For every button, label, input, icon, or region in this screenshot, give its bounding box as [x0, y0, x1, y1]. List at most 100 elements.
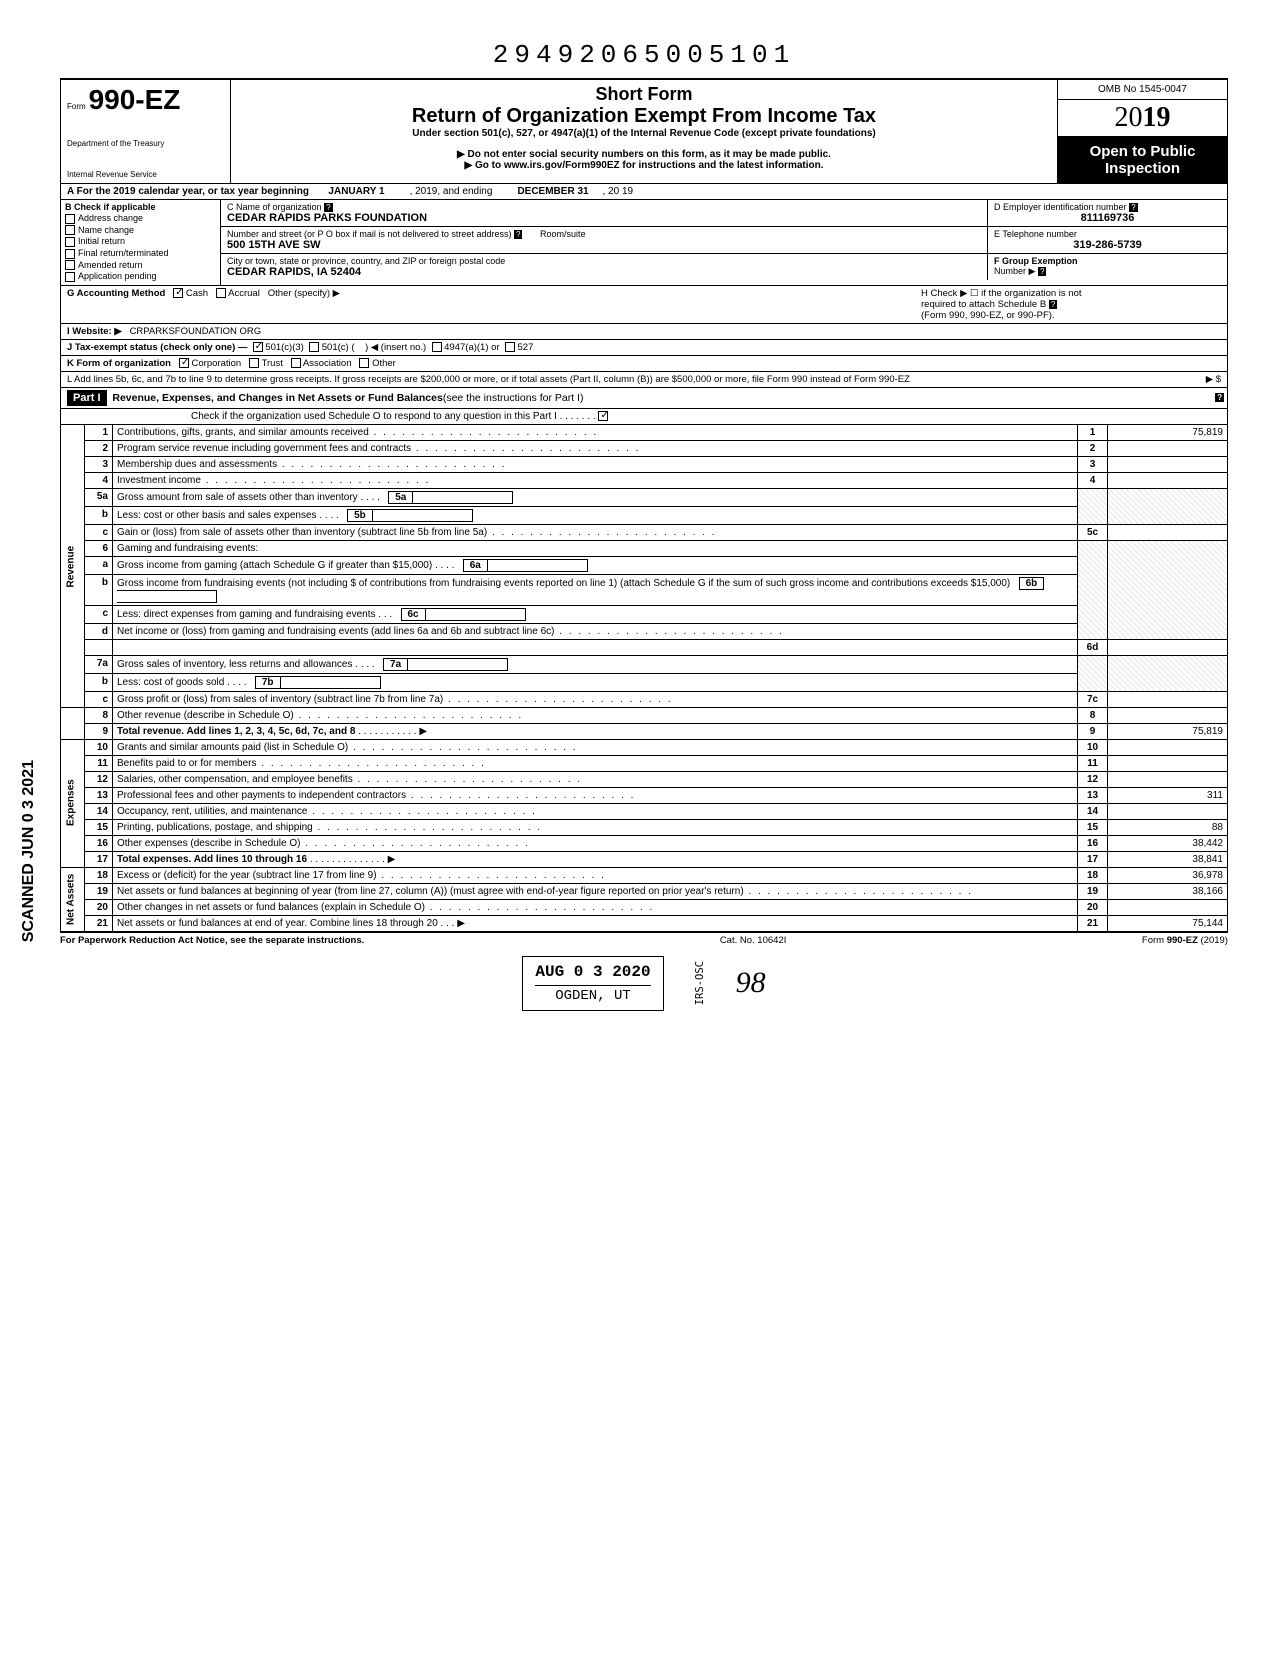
- help-icon: ?: [1215, 393, 1224, 402]
- year-prefix: 20: [1115, 102, 1143, 133]
- table-row: 5aGross amount from sale of assets other…: [61, 488, 1228, 506]
- chk-other-org[interactable]: [359, 358, 369, 368]
- line-h-label3: (Form 990, 990-EZ, or 990-PF).: [921, 310, 1055, 321]
- section-d-label: D Employer identification number: [994, 202, 1127, 212]
- do-not-enter: ▶ Do not enter social security numbers o…: [239, 149, 1049, 160]
- goto-url: ▶ Go to www.irs.gov/Form990EZ for instru…: [239, 160, 1049, 171]
- dept-treasury: Department of the Treasury: [67, 139, 224, 148]
- line-a-begin: JANUARY 1: [328, 186, 384, 197]
- table-row: bLess: cost or other basis and sales exp…: [61, 506, 1228, 524]
- tax-year: 2019: [1058, 100, 1227, 137]
- form-number: 990-EZ: [89, 84, 181, 115]
- part-i-header: Part I Revenue, Expenses, and Changes in…: [60, 388, 1228, 409]
- return-title: Return of Organization Exempt From Incom…: [239, 105, 1049, 128]
- table-row: 12Salaries, other compensation, and empl…: [61, 771, 1228, 787]
- table-row: bLess: cost of goods sold . . . . 7b: [61, 673, 1228, 691]
- footer-left: For Paperwork Reduction Act Notice, see …: [60, 935, 364, 946]
- chk-accrual[interactable]: [216, 288, 226, 298]
- table-row: cLess: direct expenses from gaming and f…: [61, 605, 1228, 623]
- side-net-assets: Net Assets: [61, 867, 85, 931]
- table-row: cGross profit or (loss) from sales of in…: [61, 691, 1228, 707]
- table-row: aGross income from gaming (attach Schedu…: [61, 556, 1228, 574]
- open-to-public: Open to PublicInspection: [1058, 137, 1227, 183]
- help-icon: ?: [1129, 203, 1137, 212]
- section-b-label: B Check if applicable: [65, 202, 156, 212]
- table-row: 6d: [61, 639, 1228, 655]
- chk-corp[interactable]: [179, 358, 189, 368]
- chk-amended-return[interactable]: Amended return: [65, 260, 216, 271]
- page-footer: For Paperwork Reduction Act Notice, see …: [60, 932, 1228, 946]
- line-a-yr: , 20 19: [602, 186, 633, 197]
- help-icon: ?: [324, 203, 332, 212]
- line-l-arrow: ▶ $: [1206, 374, 1221, 385]
- chk-address-change[interactable]: Address change: [65, 213, 216, 224]
- line-j-label: J Tax-exempt status (check only one) —: [67, 342, 247, 353]
- chk-schedule-o[interactable]: [598, 411, 608, 421]
- table-row: Net Assets 18Excess or (deficit) for the…: [61, 867, 1228, 883]
- line-h-label: H Check ▶ ☐ if the organization is not: [921, 288, 1082, 299]
- part-i-tag: Part I: [67, 390, 107, 406]
- website-value: CRPARKSFOUNDATION ORG: [130, 326, 262, 337]
- line-i: I Website: ▶ CRPARKSFOUNDATION ORG: [60, 324, 1228, 340]
- help-icon: ?: [1038, 267, 1046, 276]
- help-icon: ?: [1049, 300, 1057, 309]
- table-row: cGain or (loss) from sale of assets othe…: [61, 524, 1228, 540]
- table-row: 16Other expenses (describe in Schedule O…: [61, 835, 1228, 851]
- table-row: 11Benefits paid to or for members11: [61, 755, 1228, 771]
- table-row: 20Other changes in net assets or fund ba…: [61, 899, 1228, 915]
- chk-trust[interactable]: [249, 358, 259, 368]
- line-k-label: K Form of organization: [67, 358, 171, 369]
- table-row: 8Other revenue (describe in Schedule O)8: [61, 707, 1228, 723]
- section-e-label: E Telephone number: [994, 229, 1077, 239]
- chk-final-return[interactable]: Final return/terminated: [65, 248, 216, 259]
- short-form-label: Short Form: [239, 84, 1049, 105]
- side-revenue: Revenue: [61, 425, 85, 708]
- stamp-date: AUG 0 3 2020: [535, 963, 650, 981]
- org-name: CEDAR RAPIDS PARKS FOUNDATION: [227, 212, 427, 224]
- table-row: dNet income or (loss) from gaming and fu…: [61, 623, 1228, 639]
- chk-cash[interactable]: [173, 288, 183, 298]
- other-specify: Other (specify) ▶: [268, 288, 340, 299]
- table-row: 9Total revenue. Add lines 1, 2, 3, 4, 5c…: [61, 723, 1228, 739]
- scanned-stamp: SCANNED JUN 0 3 2021: [20, 760, 38, 942]
- help-icon: ?: [514, 230, 522, 239]
- line-a-mid: , 2019, and ending: [410, 186, 493, 197]
- table-row: 3Membership dues and assessments3: [61, 456, 1228, 472]
- chk-assoc[interactable]: [291, 358, 301, 368]
- line-g-label: G Accounting Method: [67, 288, 165, 299]
- footer-mid: Cat. No. 10642I: [720, 935, 787, 946]
- table-row: 4Investment income4: [61, 472, 1228, 488]
- form-prefix: Form: [67, 102, 86, 111]
- table-row: 17Total expenses. Add lines 10 through 1…: [61, 851, 1228, 867]
- chk-application-pending[interactable]: Application pending: [65, 271, 216, 282]
- table-row: Revenue 1Contributions, gifts, grants, a…: [61, 425, 1228, 441]
- chk-501c3[interactable]: [253, 342, 263, 352]
- table-row: Expenses 10Grants and similar amounts pa…: [61, 739, 1228, 755]
- part-i-title: Revenue, Expenses, and Changes in Net As…: [112, 392, 442, 404]
- chk-501c[interactable]: [309, 342, 319, 352]
- chk-name-change[interactable]: Name change: [65, 225, 216, 236]
- chk-initial-return[interactable]: Initial return: [65, 236, 216, 247]
- line-g-h: G Accounting Method Cash Accrual Other (…: [60, 286, 1228, 324]
- line-i-label: I Website: ▶: [67, 326, 122, 337]
- part-i-check-note: Check if the organization used Schedule …: [60, 409, 1228, 425]
- received-stamp: AUG 0 3 2020 OGDEN, UT: [522, 956, 663, 1011]
- phone-value: 319-286-5739: [994, 239, 1221, 251]
- chk-527[interactable]: [505, 342, 515, 352]
- section-f-label2: Number ▶: [994, 266, 1035, 276]
- line-a-label: A For the 2019 calendar year, or tax yea…: [67, 186, 309, 197]
- ein-value: 811169736: [994, 212, 1221, 224]
- street-label: Number and street (or P O box if mail is…: [227, 229, 511, 239]
- room-label: Room/suite: [540, 229, 586, 239]
- dept-irs: Internal Revenue Service: [67, 170, 224, 179]
- table-row: 15Printing, publications, postage, and s…: [61, 819, 1228, 835]
- lines-table: Revenue 1Contributions, gifts, grants, a…: [60, 425, 1228, 932]
- city-value: CEDAR RAPIDS, IA 52404: [227, 266, 361, 278]
- footer-right: Form 990-EZ (2019): [1142, 935, 1228, 946]
- section-c-label: C Name of organization: [227, 202, 322, 212]
- table-row: 19Net assets or fund balances at beginni…: [61, 883, 1228, 899]
- stamp-location: OGDEN, UT: [535, 985, 650, 1004]
- street-value: 500 15TH AVE SW: [227, 239, 321, 251]
- table-row: 14Occupancy, rent, utilities, and mainte…: [61, 803, 1228, 819]
- chk-4947[interactable]: [432, 342, 442, 352]
